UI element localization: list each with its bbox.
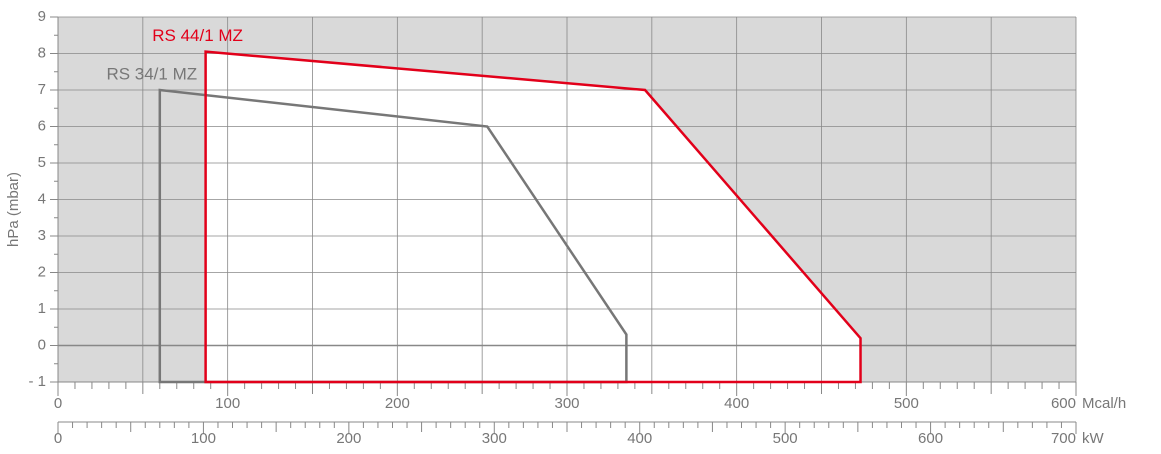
- y-tick-label: 4: [38, 190, 46, 207]
- x2-tick-label: 300: [482, 430, 507, 447]
- x2-tick-label: 200: [336, 430, 361, 447]
- x2-tick-label: 100: [191, 430, 216, 447]
- y-tick-label: 2: [38, 263, 46, 280]
- x-tick-label: 200: [385, 395, 410, 412]
- y-tick-label: 3: [38, 227, 46, 244]
- y-tick-label: 6: [38, 117, 46, 134]
- series-line: [204, 50, 862, 384]
- series-label: RS 34/1 MZ: [106, 64, 197, 83]
- x-axis-label: Mcal/h: [1082, 395, 1126, 412]
- y-tick-label: 1: [38, 300, 46, 317]
- y-tick-label: - 1: [28, 373, 46, 390]
- series-label: RS 44/1 MZ: [152, 26, 243, 45]
- x2-tick-label: 0: [54, 430, 62, 447]
- y-axis-label: hPa (mbar): [5, 172, 22, 247]
- y-tick-label: 7: [38, 81, 46, 98]
- y-tick-label: 9: [38, 8, 46, 25]
- x2-axis-label: kW: [1082, 430, 1105, 447]
- x-tick-label: 300: [554, 395, 579, 412]
- field-area: [205, 51, 861, 383]
- x2-tick-label: 600: [918, 430, 943, 447]
- y-tick-label: 0: [38, 336, 46, 353]
- x2-tick-label: 700: [1051, 430, 1076, 447]
- x-tick-label: 0: [54, 395, 62, 412]
- y-tick-label: 8: [38, 44, 46, 61]
- x2-tick-label: 500: [773, 430, 798, 447]
- x2-tick-label: 400: [627, 430, 652, 447]
- x-tick-label: 600: [1051, 395, 1076, 412]
- x-tick-label: 400: [724, 395, 749, 412]
- x-tick-label: 100: [215, 395, 240, 412]
- y-tick-label: 5: [38, 154, 46, 171]
- x-tick-label: 500: [894, 395, 919, 412]
